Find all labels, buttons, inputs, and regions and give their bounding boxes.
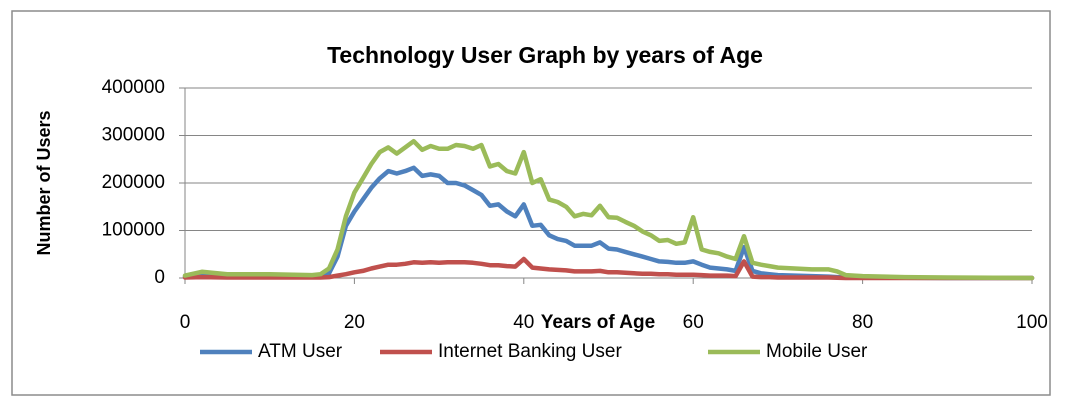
series-line [182, 256, 1035, 281]
x-tick-label: 20 [344, 312, 365, 333]
y-tick-label: 300000 [102, 125, 165, 146]
x-tick-label: 100 [1016, 312, 1048, 333]
series-line [182, 138, 1035, 281]
y-tick-label: 0 [154, 267, 165, 288]
y-tick-label: 400000 [102, 77, 165, 98]
y-tick-label: 200000 [102, 172, 165, 193]
x-tick-label: 60 [683, 312, 704, 333]
y-tick-label: 100000 [102, 220, 165, 241]
legend-label: Mobile User [766, 341, 868, 362]
x-tick-label: 40 [513, 312, 534, 333]
chart-title: Technology User Graph by years of Age [327, 42, 763, 68]
series-line [182, 165, 1035, 281]
chart-frame [11, 10, 1051, 396]
x-axis-label: Years of Age [541, 312, 655, 333]
x-tick-label: 0 [180, 312, 191, 333]
legend-label: ATM User [258, 341, 343, 362]
x-tick-label: 80 [852, 312, 873, 333]
legend-label: Internet Banking User [438, 341, 622, 362]
y-axis-label: Number of Users [34, 110, 54, 255]
